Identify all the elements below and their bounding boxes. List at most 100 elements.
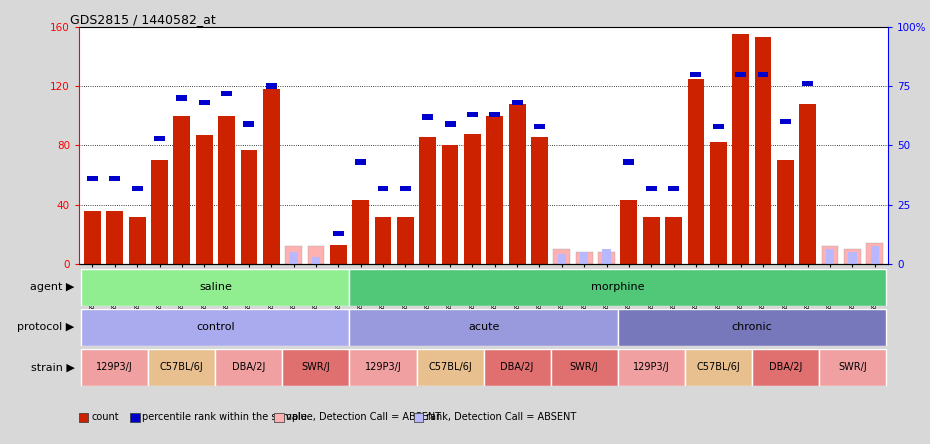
Bar	[751, 349, 818, 386]
Bar	[754, 37, 771, 264]
Text: GDS2815 / 1440582_at: GDS2815 / 1440582_at	[70, 13, 216, 26]
Bar	[822, 246, 839, 264]
Bar	[266, 83, 277, 89]
Bar	[132, 186, 142, 191]
Bar	[244, 121, 255, 127]
Bar	[684, 349, 751, 386]
Bar	[286, 246, 302, 264]
Bar	[106, 211, 123, 264]
Bar	[826, 250, 834, 264]
Text: C57BL/6J: C57BL/6J	[160, 362, 204, 373]
Bar	[422, 114, 433, 119]
Bar	[375, 217, 392, 264]
Bar	[598, 252, 615, 264]
Text: 129P3/J: 129P3/J	[97, 362, 133, 373]
Text: DBA/2J: DBA/2J	[769, 362, 802, 373]
Bar	[263, 89, 280, 264]
Bar	[736, 71, 746, 77]
Bar	[780, 119, 790, 124]
Bar	[732, 34, 749, 264]
Text: chronic: chronic	[731, 322, 772, 333]
Bar	[509, 104, 525, 264]
Text: morphine: morphine	[591, 282, 644, 293]
Bar	[81, 309, 350, 346]
Bar	[352, 200, 369, 264]
Bar	[777, 160, 793, 264]
Bar	[419, 136, 436, 264]
Bar	[128, 217, 145, 264]
Bar	[219, 116, 235, 264]
Bar	[154, 136, 165, 141]
Text: SWR/J: SWR/J	[838, 362, 867, 373]
Bar	[553, 250, 570, 264]
Bar	[867, 243, 883, 264]
Bar	[152, 160, 168, 264]
Text: control: control	[196, 322, 234, 333]
Text: SWR/J: SWR/J	[570, 362, 599, 373]
Bar	[283, 349, 350, 386]
Bar	[534, 124, 545, 129]
Text: protocol ▶: protocol ▶	[17, 322, 74, 333]
Bar	[308, 246, 325, 264]
Text: C57BL/6J: C57BL/6J	[428, 362, 472, 373]
Bar	[803, 81, 813, 86]
Text: rank, Detection Call = ABSENT: rank, Detection Call = ABSENT	[426, 412, 577, 422]
Text: agent ▶: agent ▶	[30, 282, 74, 293]
Text: acute: acute	[468, 322, 499, 333]
Bar	[417, 349, 484, 386]
Bar	[486, 116, 503, 264]
Bar	[445, 121, 456, 127]
Bar	[710, 143, 726, 264]
Bar	[397, 217, 414, 264]
Bar	[799, 104, 816, 264]
Bar	[643, 217, 659, 264]
Bar	[400, 186, 411, 191]
Text: SWR/J: SWR/J	[301, 362, 330, 373]
Text: saline: saline	[199, 282, 232, 293]
Bar	[818, 349, 886, 386]
Bar	[464, 134, 481, 264]
Bar	[623, 159, 634, 165]
Bar	[110, 176, 120, 181]
Bar	[241, 150, 258, 264]
Bar	[378, 186, 389, 191]
Bar	[289, 252, 298, 264]
Bar	[174, 116, 191, 264]
Text: 129P3/J: 129P3/J	[632, 362, 670, 373]
Bar	[216, 349, 283, 386]
Bar	[196, 135, 213, 264]
Bar	[844, 250, 861, 264]
Bar	[665, 217, 682, 264]
Bar	[603, 250, 611, 264]
Bar	[84, 211, 100, 264]
Bar	[221, 91, 232, 96]
Text: 129P3/J: 129P3/J	[365, 362, 402, 373]
Bar	[620, 200, 637, 264]
Bar	[81, 269, 350, 306]
Bar	[489, 112, 500, 117]
Bar	[81, 349, 149, 386]
Bar	[551, 349, 618, 386]
Bar	[355, 159, 366, 165]
Bar	[531, 136, 548, 264]
Bar	[350, 309, 618, 346]
Bar	[312, 257, 320, 264]
Text: value, Detection Call = ABSENT: value, Detection Call = ABSENT	[286, 412, 442, 422]
Bar	[712, 124, 724, 129]
Bar	[87, 176, 98, 181]
Bar	[467, 112, 478, 117]
Bar	[330, 245, 347, 264]
Bar	[645, 186, 657, 191]
Bar	[512, 100, 523, 105]
Bar	[350, 269, 886, 306]
Text: count: count	[91, 412, 119, 422]
Bar	[177, 95, 187, 100]
Bar	[870, 246, 879, 264]
Bar	[576, 252, 592, 264]
Bar	[618, 309, 886, 346]
Text: C57BL/6J: C57BL/6J	[697, 362, 740, 373]
Bar	[558, 254, 566, 264]
Bar	[580, 252, 589, 264]
Bar	[668, 186, 679, 191]
Bar	[758, 71, 768, 77]
